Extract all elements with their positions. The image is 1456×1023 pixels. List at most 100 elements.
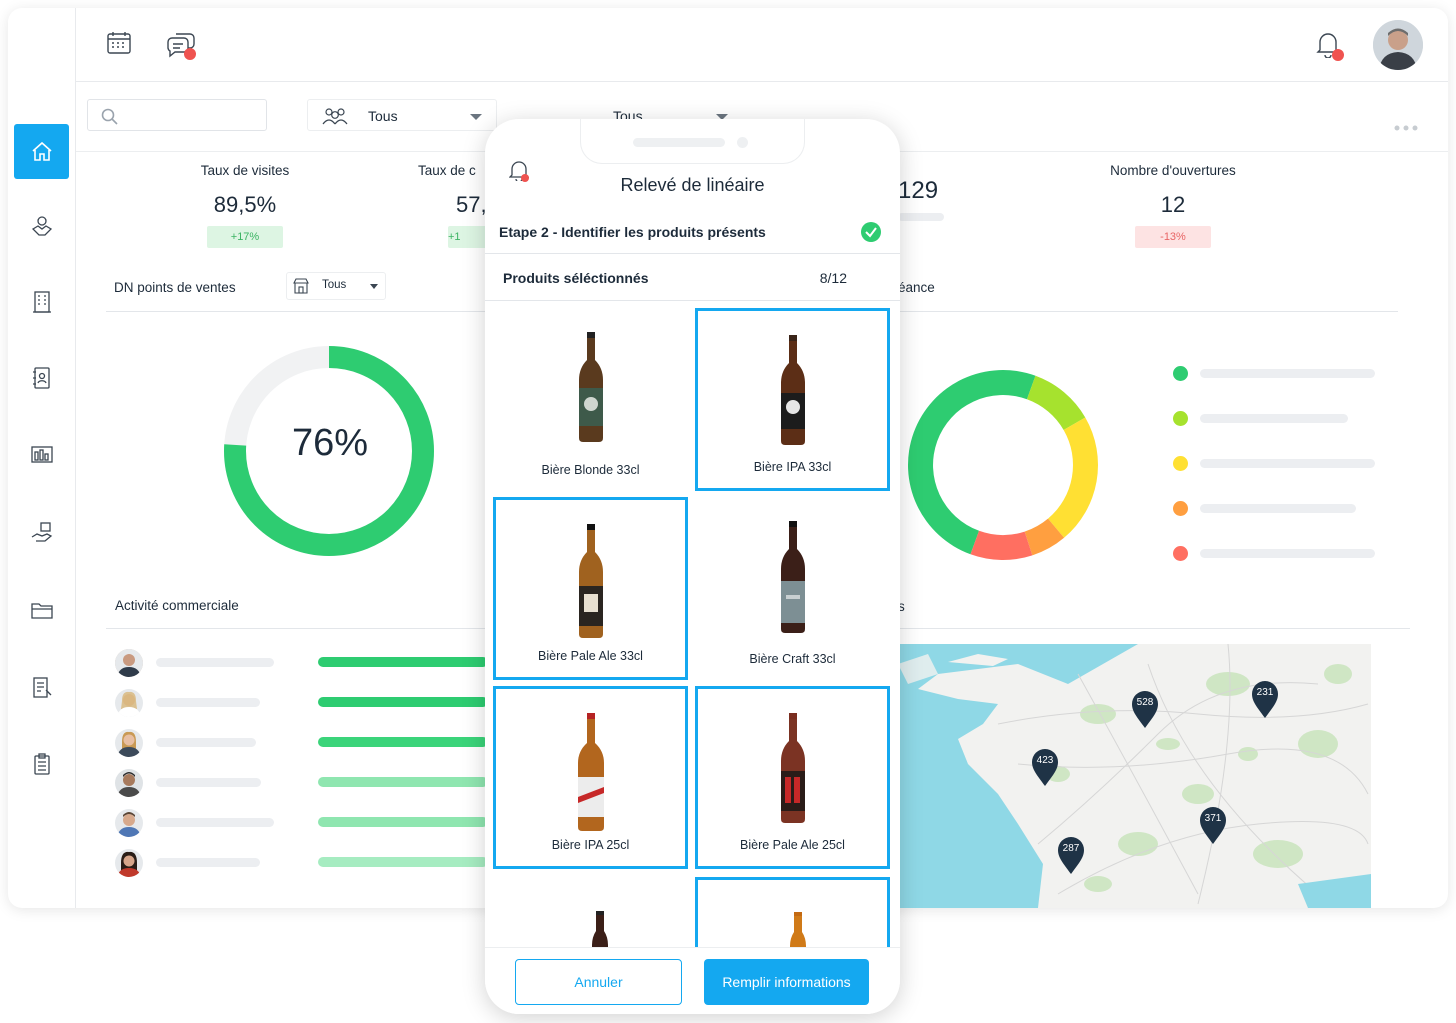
kpi-delta-badge: +1 xyxy=(448,226,488,248)
legend-placeholder xyxy=(1200,369,1375,378)
kpi-value: 12 xyxy=(1160,192,1186,217)
sidebar-item-stores[interactable] xyxy=(14,274,69,329)
top-bar xyxy=(76,8,1448,82)
dn-donut-chart xyxy=(224,346,434,556)
phone-notifications-button[interactable] xyxy=(508,159,533,185)
calendar-icon[interactable] xyxy=(106,30,132,56)
cancel-button[interactable]: Annuler xyxy=(515,959,682,1005)
beer-bottle-image xyxy=(780,521,805,633)
avatar xyxy=(115,849,143,877)
divider xyxy=(485,300,900,301)
kpi-value: 57, xyxy=(456,192,487,217)
map-pin-count: 287 xyxy=(1062,843,1080,854)
map-pin[interactable]: 231 xyxy=(1250,680,1280,720)
legend-placeholder xyxy=(1200,414,1348,423)
product-card-selected[interactable] xyxy=(695,877,890,967)
kpi-conversion: Taux de c 57, +1 xyxy=(418,163,498,248)
fill-information-button[interactable]: Remplir informations xyxy=(704,959,869,1005)
donut-segment-lime xyxy=(1026,375,1086,430)
dn-section-title: DN points de ventes xyxy=(114,280,236,295)
sidebar-item-reports[interactable] xyxy=(14,660,69,715)
dn-filter-select[interactable]: Tous xyxy=(286,272,386,300)
product-card-selected[interactable]: Bière Pale Ale 33cl xyxy=(493,497,688,680)
notification-badge xyxy=(1332,49,1344,61)
messages-button[interactable] xyxy=(166,30,200,64)
group-people-icon xyxy=(322,108,348,125)
name-placeholder xyxy=(156,858,260,867)
product-card[interactable]: Bière Craft 33cl xyxy=(695,497,890,680)
sidebar xyxy=(8,8,76,908)
divider xyxy=(485,253,900,254)
dn-donut-progress xyxy=(224,346,434,556)
map-pin[interactable]: 528 xyxy=(1130,690,1160,730)
kpi-delta-badge: +17% xyxy=(207,226,283,248)
product-name: Bière IPA 33cl xyxy=(753,460,832,474)
phone-camera xyxy=(737,137,748,148)
building-icon xyxy=(32,290,51,313)
activity-bar xyxy=(318,857,488,867)
notifications-button[interactable] xyxy=(1316,30,1350,64)
name-placeholder xyxy=(156,698,260,707)
activity-bar xyxy=(318,737,488,747)
report-icon xyxy=(32,676,51,698)
kpi-label: Taux de c xyxy=(418,163,476,178)
divider xyxy=(898,311,1398,312)
kpi-delta-badge: -13% xyxy=(1135,226,1211,248)
more-options-button[interactable] xyxy=(1394,118,1418,131)
analytics-icon xyxy=(30,445,53,463)
beer-bottle-image xyxy=(780,335,805,445)
product-card-selected[interactable]: Bière IPA 33cl xyxy=(695,308,890,491)
sidebar-item-analytics[interactable] xyxy=(14,426,69,481)
product-card[interactable]: Bière Blonde 33cl xyxy=(493,308,688,491)
beer-bottle-image xyxy=(578,332,603,442)
product-card[interactable] xyxy=(493,877,688,947)
map[interactable] xyxy=(898,644,1371,908)
phone-page-title: Relevé de linéaire xyxy=(620,175,765,195)
sidebar-item-deals[interactable] xyxy=(14,198,69,253)
avatar xyxy=(115,729,143,757)
map-pin-count: 371 xyxy=(1204,813,1222,824)
products-header: Produits séléctionnés xyxy=(503,270,649,286)
beer-bottle-image xyxy=(592,911,608,947)
legend-placeholder xyxy=(1200,459,1375,468)
home-icon xyxy=(31,141,52,161)
product-card-selected[interactable]: Bière IPA 25cl xyxy=(493,686,688,869)
sidebar-item-home[interactable] xyxy=(14,124,69,179)
name-placeholder xyxy=(156,778,261,787)
legend-dot xyxy=(1173,411,1188,426)
map-pin-count: 423 xyxy=(1036,755,1054,766)
map-pin[interactable]: 371 xyxy=(1198,806,1228,846)
phone-speaker xyxy=(633,138,725,147)
kpi-openings: Nombre d'ouvertures 12 -13% xyxy=(1093,163,1253,248)
contacts-book-icon xyxy=(32,366,50,389)
activity-bar xyxy=(318,817,488,827)
name-placeholder xyxy=(156,818,274,827)
sidebar-item-contacts[interactable] xyxy=(14,350,69,405)
map-pin-count: 528 xyxy=(1136,697,1154,708)
activity-bar xyxy=(318,657,488,667)
kpi-label: Taux de visites xyxy=(200,163,290,178)
map-pin-count: 231 xyxy=(1256,687,1274,698)
legend-dot xyxy=(1173,546,1188,561)
dn-percent-label: 76% xyxy=(291,422,369,464)
sidebar-item-folders[interactable] xyxy=(14,582,69,637)
products-count: 8/12 xyxy=(819,270,847,286)
beer-bottle-image xyxy=(577,713,604,831)
product-name: Bière Pale Ale 33cl xyxy=(538,649,643,663)
name-placeholder xyxy=(156,738,256,747)
map-pin[interactable]: 423 xyxy=(1030,748,1060,788)
search-input[interactable] xyxy=(87,99,267,131)
handshake-money-icon xyxy=(31,215,52,236)
store-icon xyxy=(293,278,309,294)
chevron-down-icon xyxy=(370,284,378,289)
avatar xyxy=(115,769,143,797)
user-avatar[interactable] xyxy=(1373,20,1423,70)
kpi-value: 89,5% xyxy=(213,192,277,217)
echeance-section-title: éance xyxy=(898,280,935,295)
sidebar-item-delivery[interactable] xyxy=(14,504,69,559)
map-pin[interactable]: 287 xyxy=(1056,836,1086,876)
product-card-selected[interactable]: Bière Pale Ale 25cl xyxy=(695,686,890,869)
chevron-down-icon xyxy=(716,114,728,120)
group-filter-select[interactable]: Tous xyxy=(307,99,497,131)
sidebar-item-tasks[interactable] xyxy=(14,736,69,791)
